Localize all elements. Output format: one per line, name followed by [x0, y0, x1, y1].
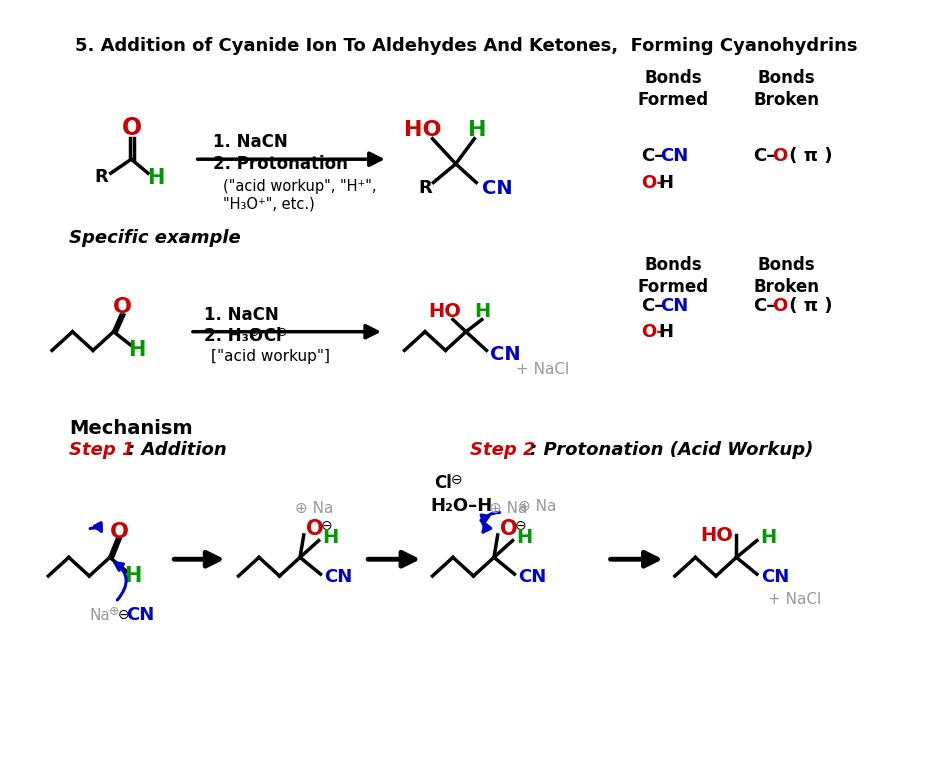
Text: O: O [110, 522, 129, 542]
Text: Bonds
Broken: Bonds Broken [754, 256, 820, 296]
Text: C–: C– [753, 296, 775, 315]
Text: H: H [658, 174, 673, 192]
Text: H: H [474, 302, 491, 321]
Text: CN: CN [127, 606, 155, 624]
Text: 1. NaCN: 1. NaCN [213, 133, 288, 152]
Text: 2. Protonation: 2. Protonation [213, 155, 349, 173]
Text: O: O [500, 519, 517, 539]
Text: O: O [114, 297, 132, 317]
Text: 1. NaCN: 1. NaCN [204, 306, 279, 324]
Text: H: H [322, 529, 338, 547]
Text: ⊖: ⊖ [451, 473, 462, 487]
Text: CN: CN [490, 345, 521, 364]
Text: ⊕ Na: ⊕ Na [295, 502, 334, 516]
Text: Bonds
Formed: Bonds Formed [637, 256, 708, 296]
Text: O: O [772, 296, 788, 315]
Text: ⊕: ⊕ [109, 605, 119, 618]
Text: ⊕ Na: ⊕ Na [518, 499, 556, 513]
Text: 2. H₃O: 2. H₃O [204, 327, 263, 345]
Text: Step 1: Step 1 [69, 441, 134, 459]
Text: + NaCl: + NaCl [768, 592, 821, 607]
Text: CN: CN [761, 568, 788, 586]
Text: 5. Addition of Cyanide Ion To Aldehydes And Ketones,  Forming Cyanohydrins: 5. Addition of Cyanide Ion To Aldehydes … [75, 38, 857, 55]
Text: C–: C– [641, 296, 664, 315]
Text: R: R [94, 168, 108, 186]
Text: Na: Na [89, 607, 110, 623]
Text: ⊖: ⊖ [514, 519, 526, 532]
Text: Bonds
Formed: Bonds Formed [637, 69, 708, 110]
Text: ⊖: ⊖ [118, 608, 130, 622]
Text: O: O [772, 147, 788, 165]
Text: ⊕ Na: ⊕ Na [489, 502, 528, 516]
Text: O–: O– [641, 322, 665, 341]
Text: + NaCl: + NaCl [516, 362, 569, 377]
Text: Cl: Cl [258, 327, 281, 345]
Text: O: O [306, 519, 323, 539]
Text: H: H [129, 340, 145, 360]
Text: ( π ): ( π ) [783, 147, 832, 165]
Text: : Addition: : Addition [128, 441, 226, 459]
Text: CN: CN [518, 568, 546, 586]
Text: O–: O– [641, 174, 665, 192]
Text: H: H [125, 566, 142, 586]
Text: HO: HO [428, 302, 461, 321]
Text: CN: CN [660, 296, 688, 315]
Text: ⊖: ⊖ [277, 326, 287, 339]
Text: "H₃O⁺", etc.): "H₃O⁺", etc.) [223, 196, 314, 211]
Text: R: R [418, 179, 432, 197]
Text: C–: C– [753, 147, 775, 165]
Text: HO: HO [404, 120, 442, 140]
Text: ["acid workup"]: ["acid workup"] [211, 349, 330, 365]
Text: H: H [658, 322, 673, 341]
Text: O: O [122, 116, 143, 140]
Text: CN: CN [482, 178, 513, 198]
Text: HO: HO [700, 526, 733, 545]
Text: CN: CN [324, 568, 352, 586]
Text: ( π ): ( π ) [783, 296, 832, 315]
Text: CN: CN [660, 147, 688, 165]
Text: Specific example: Specific example [69, 230, 240, 247]
Text: H: H [468, 120, 487, 140]
Text: H₂O–H: H₂O–H [431, 497, 493, 515]
Text: ("acid workup", "H⁺",: ("acid workup", "H⁺", [223, 178, 377, 194]
Text: Cl: Cl [434, 473, 452, 492]
Text: H: H [761, 529, 777, 547]
Text: H: H [516, 529, 532, 547]
Text: ⊖: ⊖ [321, 519, 332, 532]
Text: Step 2: Step 2 [470, 441, 535, 459]
Text: Mechanism: Mechanism [69, 419, 192, 438]
Text: H: H [147, 168, 164, 188]
Text: Bonds
Broken: Bonds Broken [754, 69, 820, 110]
Text: C–: C– [641, 147, 664, 165]
Text: : Protonation (Acid Workup): : Protonation (Acid Workup) [530, 441, 814, 459]
Text: ⊕: ⊕ [249, 326, 259, 339]
